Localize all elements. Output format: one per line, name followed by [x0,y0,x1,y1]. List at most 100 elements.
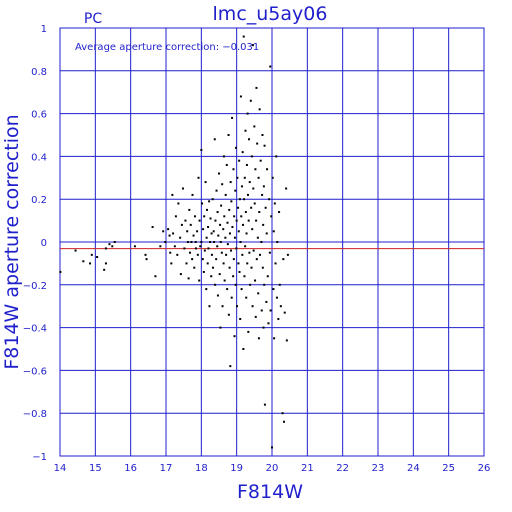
data-point [263,403,266,406]
data-point [195,247,198,250]
y-tick-label: 1 [41,24,47,35]
data-point [189,251,192,254]
data-point [258,211,261,214]
data-point [261,266,264,269]
data-point [196,253,199,256]
data-point [172,232,175,235]
data-point [199,245,202,248]
data-point [263,283,266,286]
data-point [96,255,99,258]
x-tick-label: 23 [372,463,385,474]
data-point [281,412,284,415]
data-point [269,65,272,68]
data-point [235,219,238,222]
data-point [230,200,233,203]
data-point [265,232,268,235]
data-point [191,193,194,196]
data-point [279,305,282,308]
data-point [174,215,177,218]
data-point [234,283,237,286]
data-point [259,159,262,162]
data-point [219,223,222,226]
y-tick-label: 0.8 [31,67,47,78]
x-tick-label: 17 [160,463,173,474]
data-point [179,273,182,276]
data-point [248,181,251,184]
data-point [249,283,252,286]
data-point [241,151,244,154]
data-point [186,230,189,233]
data-point [222,228,225,231]
data-point [216,294,219,297]
data-point [216,211,219,214]
data-point [262,223,265,226]
average-annotation: Average aperture correction: −0.031 [75,42,259,53]
data-point [209,241,212,243]
data-point [278,211,281,214]
data-point [220,251,223,254]
y-tick-label: 0.2 [31,195,47,206]
data-point [250,155,253,158]
data-point [246,193,249,196]
data-point [111,245,114,248]
x-tick-label: 20 [266,463,279,474]
data-point [285,187,288,190]
data-point [188,208,191,211]
data-point [239,95,242,98]
data-point [89,262,92,265]
data-point [255,86,258,89]
data-point [164,241,167,243]
data-point [238,198,241,201]
data-point [222,262,225,265]
data-point [271,176,274,179]
data-point [252,249,255,252]
x-tick-label: 15 [89,463,102,474]
data-point [240,288,243,291]
data-point [190,241,193,243]
data-point [203,249,206,252]
data-point [247,219,250,222]
x-tick-label: 26 [478,463,491,474]
data-point [234,146,237,149]
data-point [194,241,197,243]
data-point [254,315,257,318]
data-point [202,228,205,231]
data-point [239,241,242,243]
data-point [258,253,261,256]
data-point [234,189,237,192]
data-point [257,337,260,340]
data-point [90,253,93,256]
data-point [168,234,171,237]
data-point [275,296,278,299]
data-point [242,35,245,38]
data-point [215,258,218,261]
data-point [226,243,229,246]
data-points [59,35,289,449]
data-point [225,253,228,256]
data-point [235,247,238,250]
data-point [201,202,204,205]
data-point [243,176,246,179]
data-point [203,215,206,218]
data-point [244,211,247,214]
data-point [167,228,170,231]
data-point [247,330,250,333]
data-point [268,251,271,254]
data-point [196,230,199,233]
data-point [186,241,189,243]
data-point [104,262,107,265]
data-point [231,226,234,229]
data-point [272,230,275,233]
data-point [237,230,240,233]
data-point [239,318,242,321]
data-point [204,181,207,184]
data-point [104,247,107,250]
data-point [209,217,212,220]
data-point [245,163,248,166]
data-point [233,335,236,338]
data-point [246,112,249,115]
data-point [255,219,258,222]
data-point [214,219,217,222]
data-point [144,253,147,256]
y-tick-labels: −1 −0.8 −0.6 −0.4 −0.2 0 0.2 0.4 0.6 0.8 1 [23,24,47,463]
